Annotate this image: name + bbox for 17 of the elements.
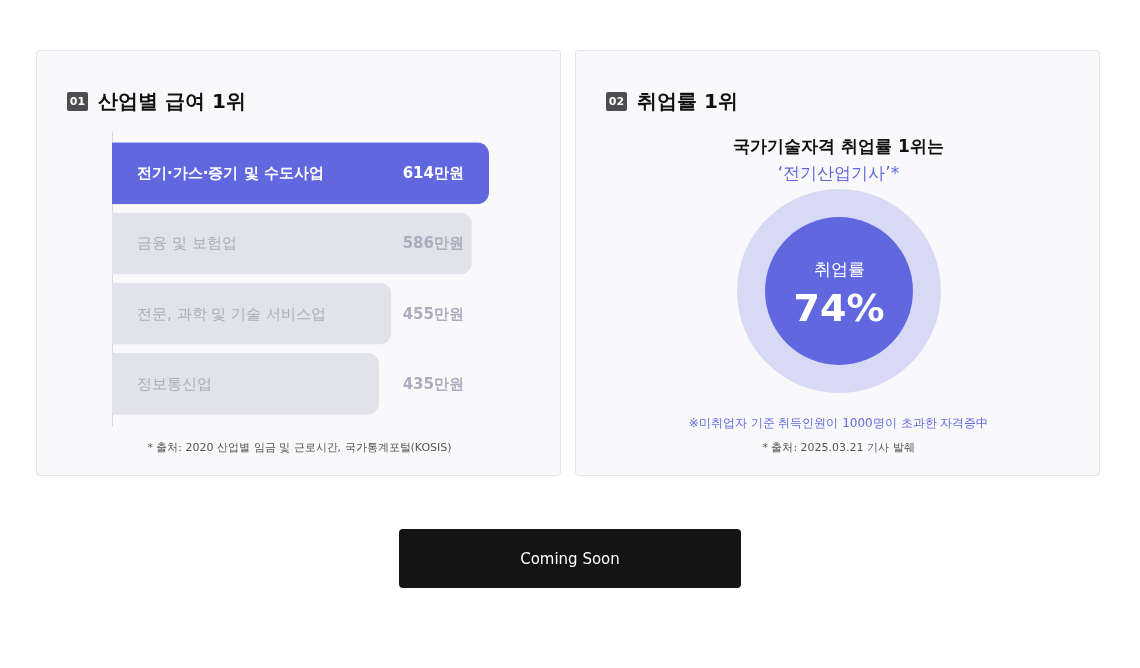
number-badge: 01 (67, 92, 88, 111)
category-label: 취업률 (813, 259, 864, 279)
y-tick-label: 전기·가스·증기 및 수도사업 (137, 164, 324, 183)
bar (112, 142, 489, 205)
text: 취업률 1위 (637, 89, 738, 113)
text: ‘전기산업기사’* (777, 162, 900, 183)
text: ※미취업자 기준 취득인원이 1000명이 초과한 자격증中 (688, 416, 989, 431)
chart-title: 산업별 급여 1위 (98, 89, 246, 113)
data-label: 74% (793, 286, 884, 330)
text: * 출처: 2025.03.21 기사 발췌 (762, 440, 915, 455)
data-label: 435만원 (402, 374, 464, 393)
text: * 출처: 2020 산업별 임금 및 근로시간, 국가통계포털(KOSIS) (147, 440, 452, 455)
button: Coming Soon (399, 529, 741, 588)
data-label: 455만원 (402, 304, 464, 323)
number-badge: 02 (606, 92, 627, 111)
text: 국가기술자격 취업률 1위는 (733, 135, 944, 156)
data-label: 614만원 (402, 164, 464, 183)
